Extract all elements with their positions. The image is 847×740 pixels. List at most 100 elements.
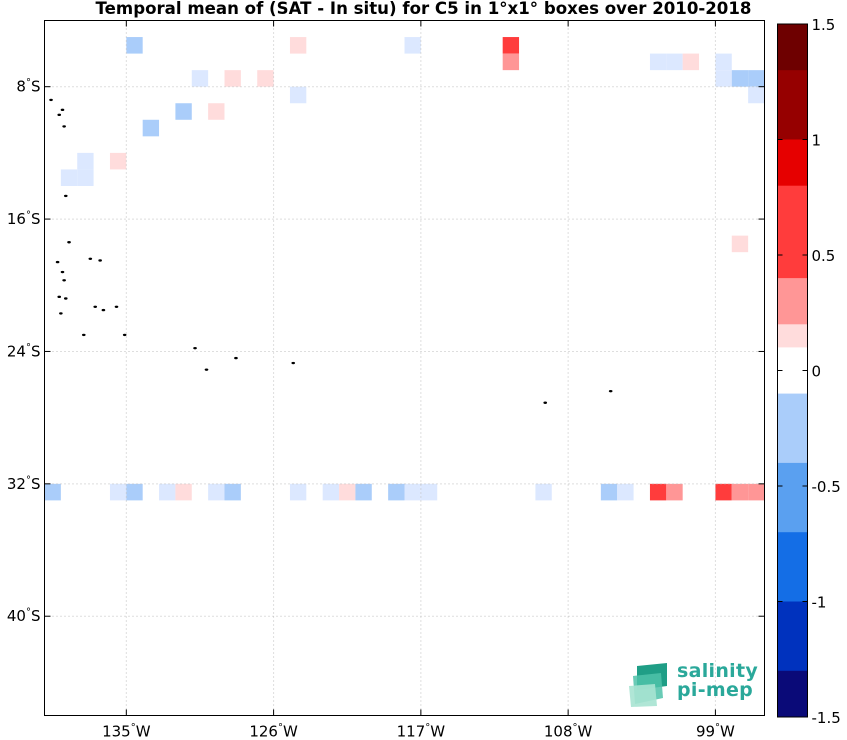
island (60, 270, 65, 274)
colorbar-tick-label: 0.5 (812, 247, 836, 265)
salinity-box (748, 70, 765, 87)
salinity-box (535, 483, 552, 501)
island (88, 257, 93, 260)
colorbar-segment (777, 70, 808, 94)
colorbar-segment (777, 555, 808, 579)
salinity-box (142, 119, 160, 137)
colorbar-segment (777, 116, 808, 140)
colorbar-tick-label: 1 (812, 132, 822, 150)
salinity-box (257, 70, 274, 87)
salinity-box (175, 483, 192, 501)
graticule (44, 20, 765, 716)
salinity-box (208, 483, 225, 501)
colorbar-tick-label: 1.5 (812, 16, 836, 34)
salinity-box (208, 103, 225, 120)
y-tick-label: 8°S (16, 78, 40, 96)
colorbar-segment (777, 601, 808, 626)
salinity-box (175, 103, 192, 120)
island (291, 361, 296, 365)
y-tick-label: 24°S (7, 342, 41, 360)
colorbar-segment (777, 439, 808, 464)
island (49, 98, 53, 102)
salinity-box (224, 70, 241, 87)
colorbar-segment (777, 370, 808, 395)
salinity-box (289, 37, 307, 54)
chart-title: Temporal mean of (SAT - In situ) for C5 … (95, 0, 752, 18)
island (62, 125, 66, 128)
colorbar-segment (777, 462, 808, 487)
salinity-box (126, 483, 143, 501)
map-frame (44, 20, 765, 716)
island (63, 194, 68, 198)
colorbar-segment (777, 347, 808, 371)
salinity-box (420, 483, 438, 501)
salinity-box (404, 483, 421, 501)
wave-logo-icon (629, 663, 667, 707)
y-tick-label: 16°S (7, 210, 41, 228)
colorbar-segment (777, 139, 808, 164)
island (114, 305, 119, 308)
colorbar-segment (777, 93, 808, 117)
salinity-box (666, 483, 683, 501)
island (67, 241, 71, 244)
salinity-box (502, 53, 520, 71)
logo-text-salinity: salinity (677, 660, 759, 682)
colorbar-segment (777, 509, 808, 533)
island (608, 389, 613, 393)
colorbar-segment (777, 624, 808, 649)
x-tick-label: 126°W (249, 723, 298, 740)
colorbar-segment (777, 486, 808, 510)
island (81, 333, 86, 337)
salinity-box (44, 483, 61, 501)
island (63, 297, 68, 300)
colorbar-segment (777, 301, 808, 325)
island (93, 305, 98, 308)
y-axis: 8°S 16°S 24°S 32°S 40°S (7, 78, 765, 625)
salinity-box (600, 483, 618, 501)
salinity-box (77, 152, 94, 170)
x-axis: 135°W 126°W 117°W 108°W 99°W (102, 20, 735, 740)
colorbar-segment (777, 185, 808, 210)
island (57, 113, 62, 117)
island (234, 356, 238, 360)
salinity-box (191, 70, 209, 87)
colorbar-tick-label: -1 (812, 594, 827, 612)
island (204, 368, 209, 371)
salinity-box (715, 70, 732, 87)
salinity-box (502, 37, 520, 54)
boxes-layer (44, 37, 765, 501)
salinity-box (159, 483, 176, 501)
colorbar-ticks: 1.5 1 0.5 0 -0.5 -1 -1.5 (777, 16, 841, 727)
colorbar-segment (777, 162, 808, 187)
salinity-box (77, 169, 94, 186)
salinity-box (289, 86, 307, 104)
island (122, 333, 127, 337)
colorbar-tick-label: -0.5 (812, 478, 841, 496)
colorbar-tick-label: 0 (812, 363, 822, 381)
island (101, 308, 106, 312)
colorbar-segment (777, 278, 808, 302)
salinity-box (649, 483, 667, 501)
salinity-box (731, 235, 749, 253)
colorbar-segment (777, 47, 808, 71)
salinity-box (355, 483, 372, 501)
x-tick-label: 99°W (696, 723, 735, 740)
salinity-box (60, 169, 78, 186)
island (59, 312, 63, 315)
salinity-box (126, 37, 143, 54)
colorbar (777, 23, 808, 718)
colorbar-segment (777, 532, 808, 556)
islands-layer (49, 98, 613, 404)
island (193, 346, 197, 350)
salinity-box (617, 483, 634, 501)
colorbar-tick-label: -1.5 (812, 709, 841, 727)
island (57, 295, 62, 299)
colorbar-segment (777, 24, 808, 48)
salinity-pi-mep-logo: salinity pi-mep (627, 660, 759, 708)
colorbar-segment (777, 416, 808, 441)
salinity-box (404, 37, 421, 54)
salinity-box (731, 483, 749, 501)
island (62, 279, 66, 282)
salinity-box (224, 483, 241, 501)
